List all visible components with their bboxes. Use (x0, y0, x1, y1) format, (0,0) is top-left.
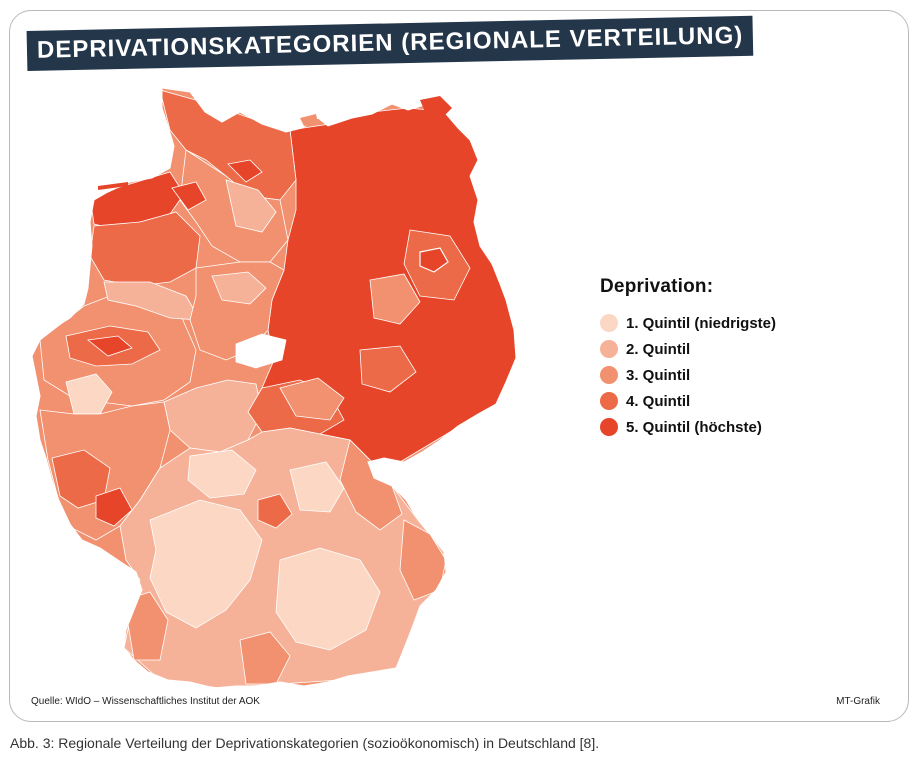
legend-label: 2. Quintil (626, 340, 691, 358)
island-ruegen (420, 96, 452, 120)
region-south-q4 (257, 493, 293, 529)
legend-title: Deprivation: (600, 276, 714, 297)
region-east-q3b (279, 377, 345, 421)
legend-swatch (600, 340, 618, 358)
region-northwest-q4 (89, 211, 201, 287)
region-bremen (171, 181, 207, 211)
region-central-q2 (211, 271, 267, 305)
legend-item: 2. Quintil (600, 336, 840, 362)
legend-item: 4. Quintil (600, 388, 840, 414)
region-berlin (419, 247, 449, 273)
region-east-q3a (369, 273, 421, 325)
region-south-q3c (123, 591, 169, 661)
legend-item: 5. Quintil (höchste) (600, 414, 840, 440)
legend-label: 3. Quintil (626, 366, 691, 384)
region-hamburg (227, 159, 263, 183)
legend-item: 1. Quintil (niedrigste) (600, 310, 840, 336)
legend-label: 1. Quintil (niedrigste) (626, 314, 777, 332)
legend-label: 5. Quintil (höchste) (626, 418, 762, 436)
legend-label: 4. Quintil (626, 392, 691, 410)
figure-caption: Abb. 3: Regionale Verteilung der Depriva… (10, 735, 600, 751)
region-east-q4b (359, 345, 417, 393)
source-note: Quelle: WIdO – Wissenschaftliches Instit… (31, 696, 260, 707)
region-south-q1d (289, 461, 345, 513)
region-hesse-q2 (163, 379, 263, 453)
legend-swatch (600, 366, 618, 384)
region-north-q2 (225, 179, 277, 233)
legend-swatch (600, 392, 618, 410)
legend-swatch (600, 314, 618, 332)
region-south-q3d (239, 631, 291, 685)
map-regions (32, 88, 516, 688)
region-harz (235, 333, 287, 369)
region-ruhr-core (87, 335, 133, 357)
island-fehmarn (300, 114, 318, 126)
island-frisian (98, 182, 128, 190)
legend: Deprivation: 1. Quintil (niedrigste) 2. … (600, 276, 840, 440)
region-saar (95, 487, 133, 527)
region-south-q1a (149, 499, 263, 629)
region-cologne (65, 373, 113, 415)
country-outline (31, 87, 517, 689)
region-south-q1c (187, 449, 257, 499)
legend-swatch (600, 418, 618, 436)
region-westphalia-q2 (103, 281, 201, 321)
region-south-q1b (275, 547, 381, 651)
legend-item: 3. Quintil (600, 362, 840, 388)
graphic-credit: MT-Grafik (836, 696, 880, 707)
